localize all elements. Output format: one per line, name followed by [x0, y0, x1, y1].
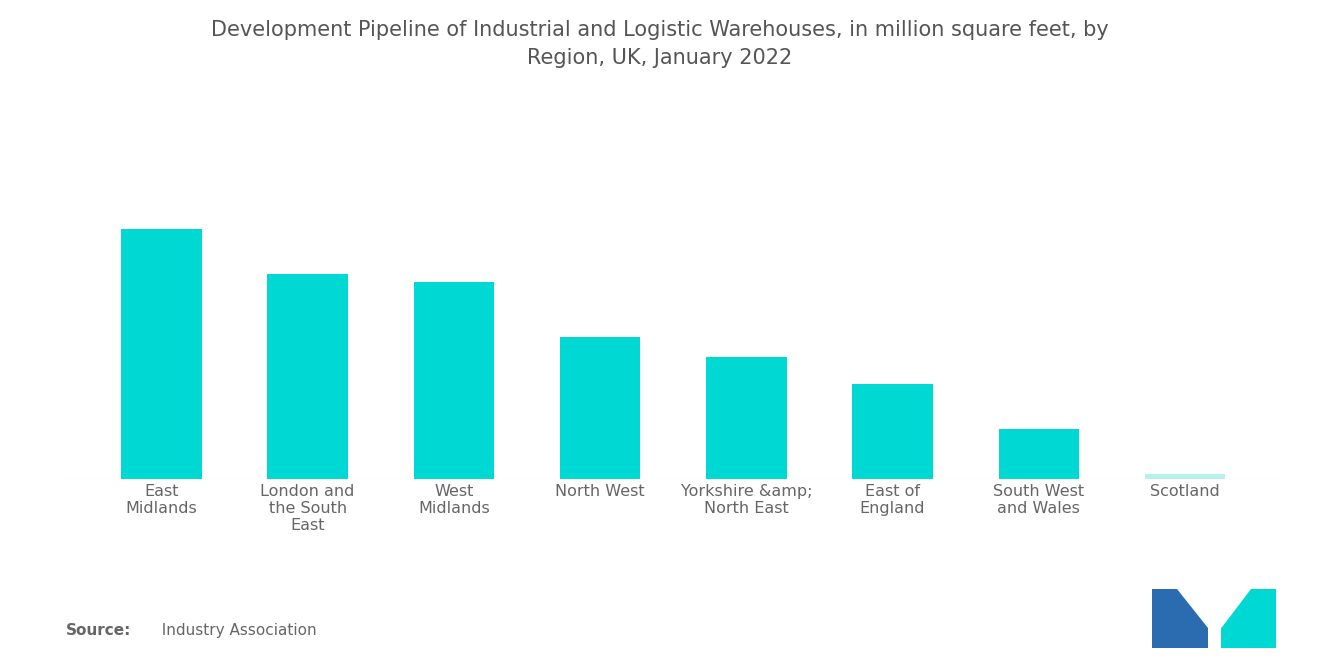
Polygon shape [1221, 589, 1276, 648]
Text: Development Pipeline of Industrial and Logistic Warehouses, in million square fe: Development Pipeline of Industrial and L… [211, 20, 1109, 68]
Bar [121, 229, 202, 479]
Bar [1144, 473, 1225, 479]
Bar [853, 384, 933, 479]
Polygon shape [1152, 589, 1208, 648]
Bar [706, 356, 787, 479]
Text: Industry Association: Industry Association [152, 623, 317, 638]
Polygon shape [1177, 589, 1208, 628]
Bar [560, 336, 640, 479]
Polygon shape [1221, 589, 1251, 628]
Bar [998, 429, 1078, 479]
Text: Source:: Source: [66, 623, 132, 638]
Bar [268, 274, 348, 479]
Bar [413, 282, 494, 479]
